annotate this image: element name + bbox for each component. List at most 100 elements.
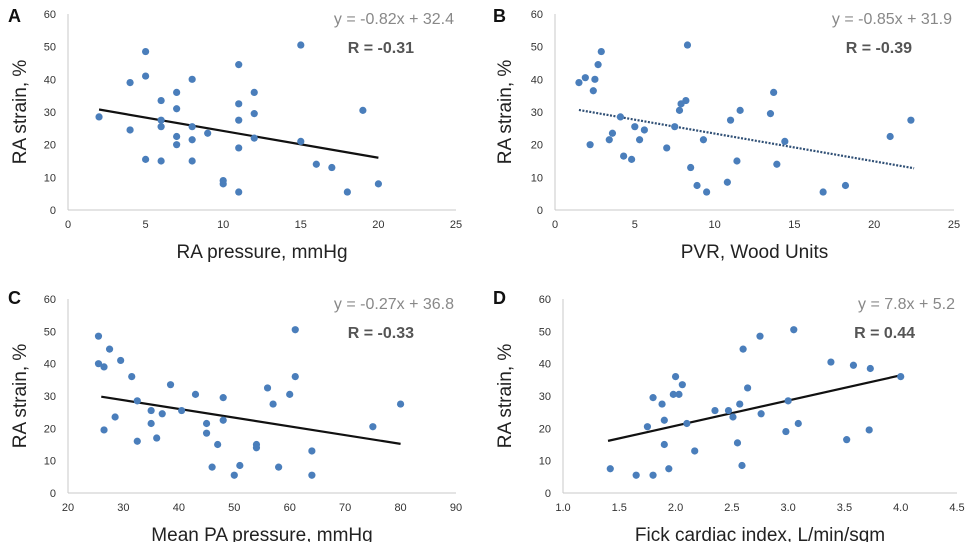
data-point <box>157 123 165 131</box>
data-point <box>620 152 628 160</box>
data-point <box>744 384 752 392</box>
data-point <box>166 381 175 389</box>
panel-letter: A <box>8 6 21 26</box>
data-point <box>733 439 742 447</box>
data-point <box>616 113 625 121</box>
data-point <box>724 406 733 415</box>
data-point <box>157 116 165 124</box>
data-point <box>297 137 305 145</box>
chart-svg: 0 10 20 30 40 50 60 0 5 10 15 20 25 B y = -0.85x + 31.… <box>493 6 960 263</box>
y-tick-label: 20 <box>531 140 543 152</box>
data-point <box>643 423 652 431</box>
data-point <box>250 134 258 142</box>
x-tick-label: 1.5 <box>612 502 627 514</box>
data-point <box>128 373 136 381</box>
data-point <box>794 419 802 428</box>
data-point <box>658 400 666 408</box>
data-point <box>729 413 737 421</box>
y-tick-label: 30 <box>44 107 56 119</box>
data-point <box>133 397 141 405</box>
r-value-label: R = 0.44 <box>854 325 915 342</box>
data-point <box>173 105 181 113</box>
panel-letter: C <box>8 288 21 308</box>
data-point <box>312 160 320 168</box>
data-point <box>841 181 850 190</box>
data-point <box>675 390 683 398</box>
data-point <box>660 416 668 424</box>
x-tick-label: 2.5 <box>724 502 739 514</box>
data-point <box>308 447 316 455</box>
data-point <box>678 381 686 389</box>
data-point <box>671 373 680 381</box>
data-point <box>252 444 261 452</box>
panel-letter: D <box>493 288 506 308</box>
data-point <box>683 41 692 49</box>
data-point <box>158 410 166 418</box>
data-point <box>374 180 382 188</box>
data-point <box>591 75 599 83</box>
data-point <box>660 440 668 449</box>
data-point <box>328 163 336 172</box>
data-point <box>781 137 789 145</box>
data-point <box>736 106 744 114</box>
data-point <box>784 397 792 405</box>
data-point <box>343 188 351 196</box>
data-point <box>733 157 741 165</box>
y-tick-label: 0 <box>545 488 551 500</box>
x-tick-label: 2.0 <box>668 502 683 514</box>
data-point <box>683 419 691 428</box>
data-point <box>671 123 679 131</box>
data-point <box>827 358 835 366</box>
trendline <box>578 108 915 170</box>
data-point <box>396 400 405 408</box>
data-point <box>632 471 640 479</box>
data-point <box>897 373 905 381</box>
x-tick-label: 0 <box>552 219 558 231</box>
data-point <box>669 390 677 398</box>
data-point <box>631 123 639 131</box>
data-point <box>682 96 690 105</box>
data-point <box>95 113 103 121</box>
x-tick-label: 3.0 <box>780 502 795 514</box>
y-tick-label: 30 <box>531 107 543 119</box>
x-axis-title: Mean PA pressure, mmHg <box>151 525 372 542</box>
data-point <box>173 132 181 141</box>
data-point <box>649 394 657 402</box>
data-point <box>263 384 272 392</box>
x-tick-label: 0 <box>65 219 71 231</box>
data-point <box>153 434 161 442</box>
data-point <box>907 116 915 124</box>
data-point <box>219 394 227 402</box>
y-axis-title: RA strain, % <box>495 344 516 449</box>
chart-svg: 0 10 20 30 40 50 60 0 5 10 15 20 25 A y = -0.82x + 32.… <box>8 6 462 263</box>
data-point <box>756 332 764 340</box>
y-tick-label: 50 <box>44 42 56 54</box>
y-tick-label: 20 <box>44 140 56 152</box>
x-tick-label: 70 <box>339 502 351 514</box>
x-tick-label: 30 <box>117 502 129 514</box>
y-axis-title: RA strain, % <box>10 60 31 165</box>
data-point <box>111 413 119 421</box>
data-point <box>178 406 186 415</box>
x-axis-title: RA pressure, mmHg <box>176 242 347 263</box>
y-tick-label: 0 <box>537 205 543 217</box>
y-tick-label: 50 <box>44 326 56 338</box>
data-point <box>100 363 108 371</box>
r-value-label: R = -0.39 <box>846 40 912 57</box>
data-point <box>369 423 377 431</box>
data-point <box>693 181 701 190</box>
trendline <box>98 108 379 159</box>
data-point <box>157 157 165 165</box>
data-point <box>773 160 781 168</box>
trendline <box>607 374 901 442</box>
data-point <box>594 61 602 69</box>
y-tick-label: 10 <box>539 456 551 468</box>
y-tick-label: 0 <box>50 205 56 217</box>
data-point <box>269 400 277 408</box>
data-point <box>235 144 243 152</box>
y-tick-label: 40 <box>44 359 56 371</box>
x-tick-label: 50 <box>228 502 240 514</box>
